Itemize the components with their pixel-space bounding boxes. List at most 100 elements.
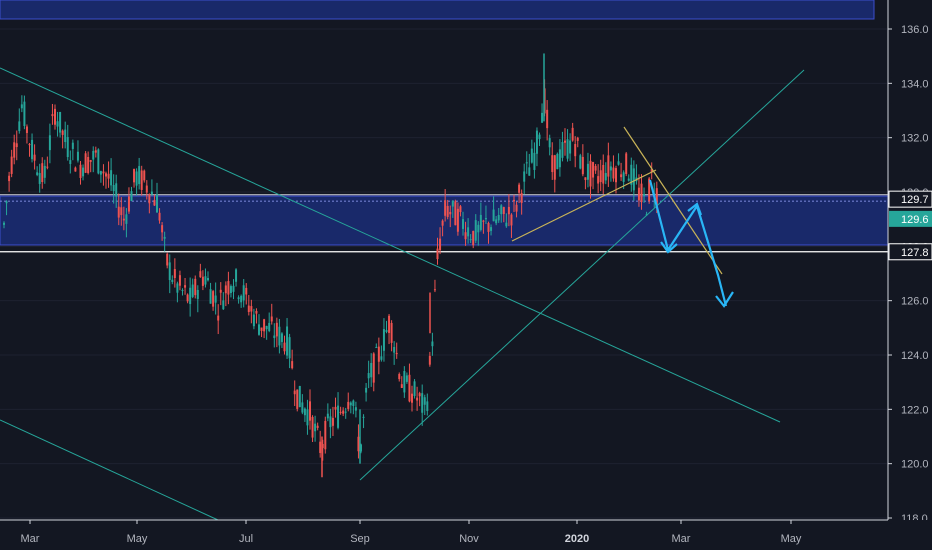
candle-body — [156, 194, 158, 213]
candle — [375, 343, 378, 349]
candle-body — [609, 166, 612, 171]
candle-body — [607, 155, 610, 177]
candle-body — [620, 174, 623, 178]
candle — [558, 139, 561, 177]
candle — [18, 108, 21, 134]
candle-body — [8, 175, 11, 182]
candle — [5, 200, 8, 216]
candle-body — [329, 416, 332, 428]
candle — [441, 219, 444, 237]
candle — [484, 205, 487, 225]
candle — [117, 193, 120, 226]
candle — [94, 146, 97, 158]
candle-body — [87, 156, 90, 174]
candle-body — [426, 401, 429, 411]
y-axis-panel — [888, 0, 932, 550]
candle — [495, 216, 498, 226]
candle-body — [303, 408, 306, 416]
candle-body — [105, 173, 107, 177]
candle — [479, 202, 482, 232]
candle-body — [637, 187, 640, 201]
candle-body — [456, 208, 459, 232]
candle — [263, 318, 266, 339]
candle — [609, 161, 612, 182]
candle-body — [423, 397, 426, 405]
candle-body — [56, 121, 59, 127]
candle-body — [411, 393, 413, 403]
candle-body — [441, 220, 444, 226]
candle — [510, 213, 513, 238]
candle — [181, 288, 184, 296]
y-tick-label: 132.0 — [901, 133, 929, 145]
candle-body — [79, 164, 82, 178]
candle-body — [490, 227, 493, 231]
candle — [309, 389, 311, 430]
candle — [607, 142, 610, 187]
candle-body — [189, 287, 192, 305]
candles — [3, 53, 658, 478]
candle-body — [23, 101, 26, 127]
candle-body — [120, 207, 123, 216]
candle-body — [145, 185, 148, 193]
candle-body — [625, 153, 628, 174]
candle-body — [507, 206, 510, 215]
candle-body — [349, 402, 352, 406]
candle-body — [258, 324, 260, 335]
candle — [224, 281, 227, 307]
candle-body — [176, 283, 179, 293]
candle — [288, 333, 291, 369]
candle — [347, 392, 350, 412]
candle — [337, 392, 340, 430]
y-tick-label: 134.0 — [901, 78, 929, 90]
candle-body — [25, 126, 28, 133]
candle — [120, 197, 123, 226]
candle — [105, 171, 107, 189]
candle-body — [492, 209, 495, 222]
candle — [140, 165, 143, 196]
candle-body — [569, 140, 572, 154]
candle — [339, 406, 342, 415]
candle — [513, 194, 515, 213]
x-tick-label: May — [127, 533, 148, 545]
candle — [579, 153, 582, 170]
candle — [388, 314, 391, 345]
candle-body — [518, 184, 521, 193]
candle — [334, 397, 337, 418]
candle — [594, 163, 597, 174]
candle-body — [227, 281, 230, 295]
candle — [548, 134, 551, 156]
candle — [69, 150, 72, 174]
candle-body — [89, 160, 92, 162]
candle-body — [479, 214, 482, 230]
candle — [245, 283, 248, 305]
candle — [551, 142, 554, 180]
triangle-line-lower — [511, 169, 657, 242]
resistance-zone-top — [0, 0, 875, 20]
candle-body — [265, 325, 268, 330]
candle-body — [553, 155, 556, 180]
candle-body — [102, 171, 105, 174]
candle — [38, 163, 41, 193]
candle — [201, 270, 204, 291]
candle-body — [316, 425, 319, 428]
candle — [286, 318, 289, 359]
candle-body — [82, 167, 85, 177]
candle — [477, 221, 480, 246]
candle — [390, 320, 393, 352]
candle-body — [217, 315, 220, 321]
candle-body — [597, 176, 600, 184]
candle — [97, 148, 100, 175]
candle — [291, 349, 294, 370]
candle — [237, 295, 240, 304]
candle — [59, 111, 62, 138]
candle-body — [326, 413, 329, 419]
candle-body — [173, 268, 176, 278]
candle-body — [436, 248, 439, 260]
candle — [293, 380, 296, 407]
candle — [280, 332, 283, 349]
candle — [163, 231, 166, 252]
candle — [541, 103, 544, 123]
candle-body — [546, 109, 549, 129]
